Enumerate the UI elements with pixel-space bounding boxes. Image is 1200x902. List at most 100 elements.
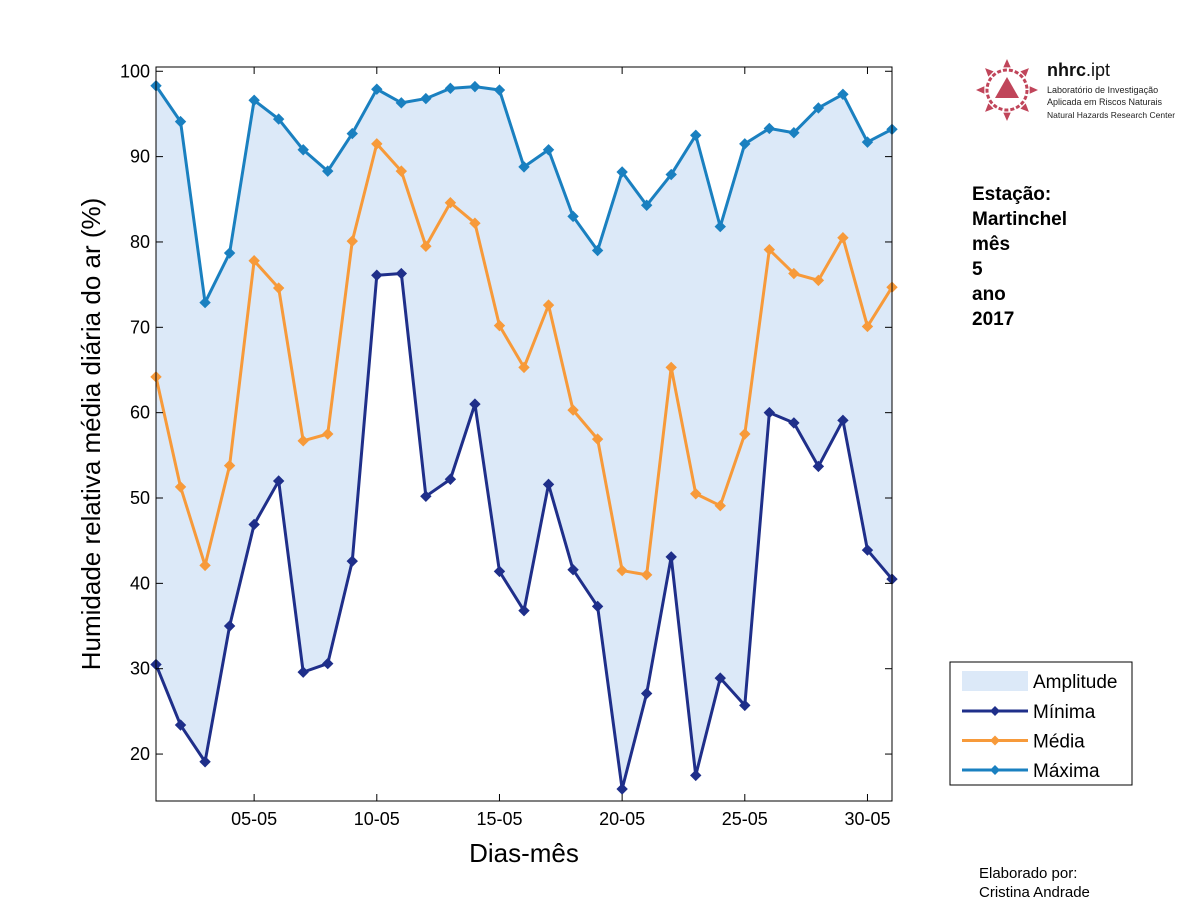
data-point-media — [199, 559, 211, 572]
data-point-media — [837, 231, 849, 244]
data-point-media — [690, 488, 702, 500]
month-value: 5 — [972, 259, 983, 280]
x-tick-label: 30-05 — [844, 809, 890, 829]
legend-swatch-amplitude — [962, 671, 1028, 691]
data-point-media — [591, 433, 604, 445]
legend-label-maxima: Máxima — [1033, 761, 1100, 782]
data-point-maxima — [469, 80, 481, 93]
data-point-minima — [542, 478, 555, 491]
data-point-minima — [616, 783, 628, 795]
data-point-minima — [591, 600, 604, 613]
data-point-media — [248, 255, 260, 267]
data-point-media — [542, 299, 555, 311]
data-point-maxima — [591, 244, 604, 257]
data-point-minima — [493, 565, 506, 578]
data-point-maxima — [174, 115, 187, 128]
data-point-minima — [444, 473, 457, 485]
station-label: Estação: — [972, 184, 1052, 205]
data-point-minima — [567, 563, 579, 576]
legend-label-minima: Mínima — [1033, 702, 1096, 723]
y-tick-label: 40 — [130, 573, 150, 593]
data-point-maxima — [346, 127, 358, 140]
legend-label-media: Média — [1033, 732, 1085, 753]
logo-line-3: Natural Hazards Research Center — [1047, 110, 1176, 120]
emblem-ring — [985, 68, 1029, 112]
data-point-maxima — [199, 296, 211, 309]
emblem-spike — [1020, 103, 1029, 112]
x-tick-label: 25-05 — [722, 809, 768, 829]
emblem-spike — [1003, 59, 1011, 68]
data-point-maxima — [714, 220, 726, 233]
data-point-media — [174, 481, 187, 493]
logo-line-2: Aplicada em Riscos Naturais — [1047, 97, 1163, 107]
emblem-spike — [985, 103, 994, 112]
amplitude-band — [156, 85, 892, 790]
y-tick-label: 50 — [130, 488, 150, 508]
data-point-minima — [788, 417, 800, 429]
data-point-maxima — [665, 168, 677, 181]
emblem-spike — [1003, 112, 1011, 121]
station-info: Estação: Martinchel mês 5 ano 2017 — [972, 182, 1067, 332]
data-point-media — [714, 499, 726, 512]
credit-label: Elaborado por: — [979, 865, 1078, 882]
x-tick-label: 05-05 — [231, 809, 277, 829]
y-axis-label: Humidade relativa média diária do ar (%) — [76, 198, 106, 671]
x-tick-label: 20-05 — [599, 809, 645, 829]
data-point-maxima — [493, 84, 506, 96]
data-point-maxima — [272, 113, 285, 125]
data-point-media — [788, 267, 800, 280]
data-point-media — [223, 459, 236, 472]
year-label: ano — [972, 284, 1006, 305]
data-point-minima — [469, 398, 481, 410]
data-point-minima — [199, 756, 211, 768]
x-tick-label: 15-05 — [476, 809, 522, 829]
data-point-maxima — [420, 92, 432, 105]
data-point-media — [640, 569, 653, 581]
emblem-spike — [976, 86, 985, 94]
data-point-media — [469, 217, 481, 229]
year-value: 2017 — [972, 309, 1015, 330]
data-point-maxima — [223, 247, 236, 259]
data-point-media — [272, 282, 285, 294]
credit-author: Cristina Andrade — [979, 884, 1090, 901]
data-point-media — [861, 320, 874, 333]
y-tick-label: 20 — [130, 744, 150, 764]
data-point-maxima — [297, 144, 309, 156]
y-tick-label: 100 — [120, 61, 150, 81]
data-point-minima — [518, 604, 530, 617]
logo-line-1: Laboratório de Investigação — [1047, 85, 1159, 95]
y-tick-label: 60 — [130, 403, 150, 423]
data-point-minima — [272, 475, 285, 487]
emblem-spike — [1020, 68, 1029, 77]
data-point-media — [739, 428, 751, 440]
plot-frame — [155, 66, 893, 802]
y-tick-label: 90 — [130, 147, 150, 167]
data-point-media — [518, 361, 530, 374]
data-point-media — [493, 319, 506, 332]
data-point-maxima — [395, 97, 408, 109]
y-tick-label: 70 — [130, 317, 150, 337]
data-point-minima — [174, 719, 187, 731]
data-point-media — [812, 274, 825, 287]
nhrc-emblem-icon — [976, 59, 1038, 121]
emblem-spike — [985, 68, 994, 77]
data-point-minima — [837, 414, 849, 427]
data-point-maxima — [567, 210, 579, 223]
station-name: Martinchel — [972, 209, 1068, 230]
data-point-media — [665, 361, 677, 374]
data-point-media — [420, 240, 432, 252]
legend: Amplitude Mínima Média Máxima — [949, 661, 1133, 786]
data-point-maxima — [542, 144, 555, 156]
data-point-minima — [297, 666, 309, 678]
legend-marker-maxima — [990, 765, 1000, 775]
legend-marker-minima — [990, 706, 1000, 716]
data-point-minima — [322, 657, 334, 670]
data-point-media — [371, 138, 383, 150]
data-point-maxima — [518, 161, 530, 173]
data-point-media — [322, 428, 334, 440]
y-tick-label: 80 — [130, 232, 150, 252]
data-point-media — [297, 435, 309, 447]
data-point-minima — [346, 555, 358, 567]
data-point-maxima — [616, 166, 628, 178]
credit: Elaborado por: Cristina Andrade — [979, 864, 1090, 902]
